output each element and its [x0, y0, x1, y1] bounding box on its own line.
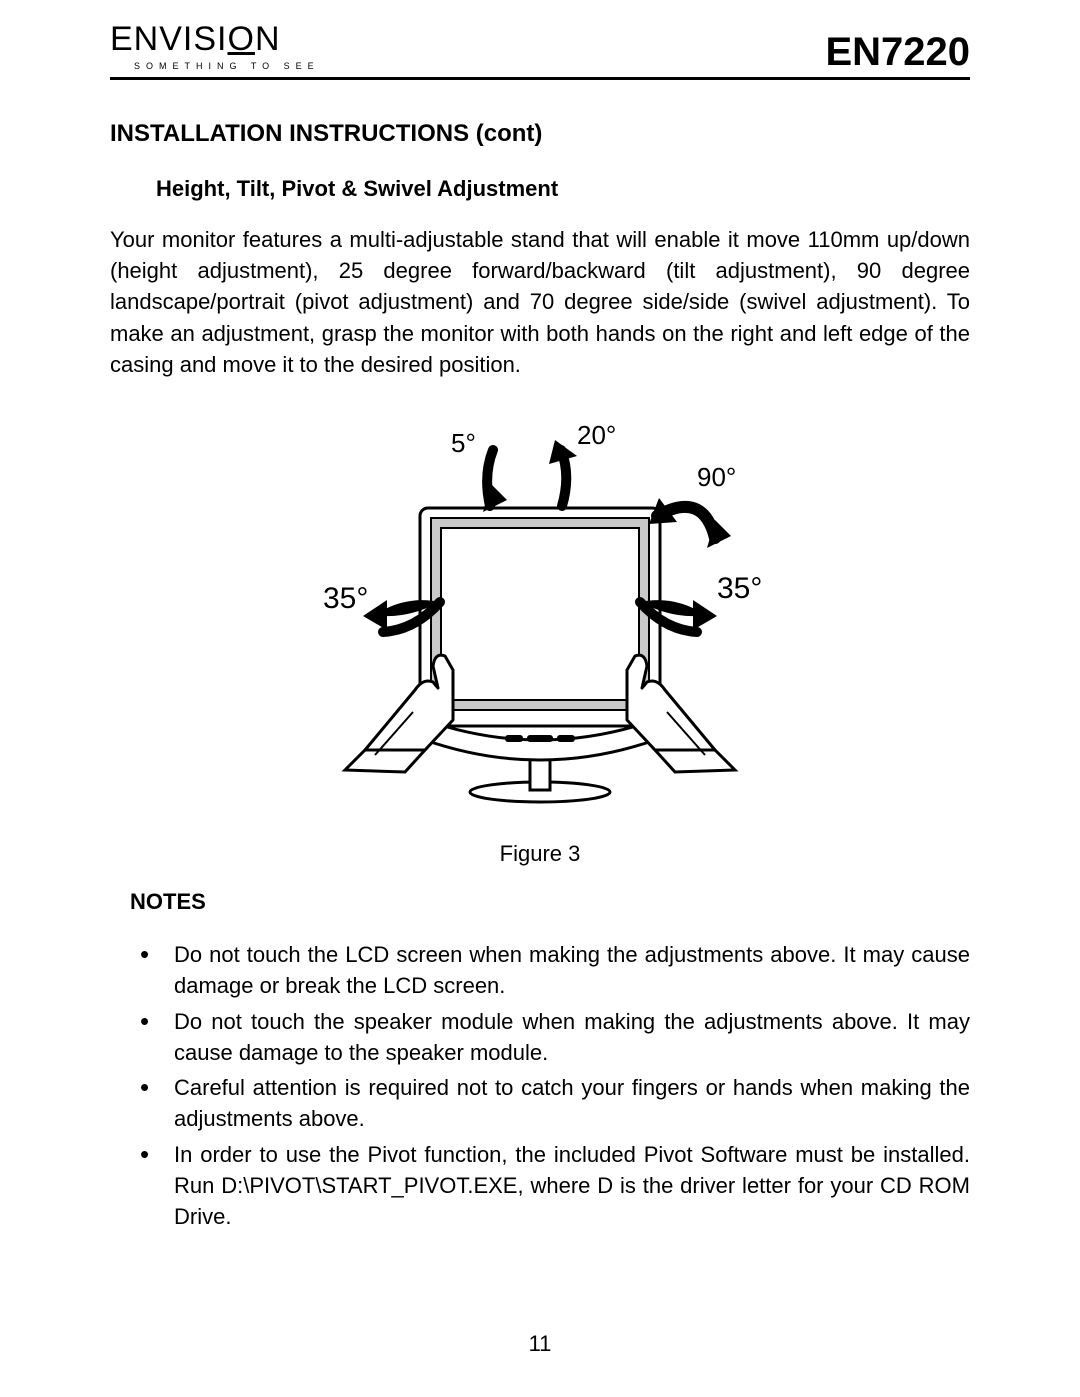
body-paragraph: Your monitor features a multi-adjustable…: [110, 224, 970, 380]
page-header: ENVISION SOMETHING TO SEE EN7220: [110, 20, 970, 80]
note-item: Do not touch the speaker module when mak…: [174, 1006, 970, 1068]
subsection-title: Height, Tilt, Pivot & Swivel Adjustment: [156, 176, 970, 202]
pivot-90-label: 90°: [697, 462, 736, 492]
note-item: Do not touch the LCD screen when making …: [174, 939, 970, 1001]
section-title: INSTALLATION INSTRUCTIONS (cont): [110, 120, 970, 148]
tilt-5-label: 5°: [451, 428, 476, 458]
note-item: Careful attention is required not to cat…: [174, 1072, 970, 1134]
figure-3: 5° 20° 90° 35° 35°: [110, 420, 970, 867]
note-item: In order to use the Pivot function, the …: [174, 1139, 970, 1233]
swivel-right-label: 35°: [717, 572, 762, 605]
brand-block: ENVISION SOMETHING TO SEE: [110, 20, 320, 75]
brand-tagline: SOMETHING TO SEE: [134, 61, 320, 71]
page-number: 11: [0, 1331, 1080, 1357]
figure-caption: Figure 3: [110, 841, 970, 867]
model-number: EN7220: [825, 30, 970, 75]
manual-page: ENVISION SOMETHING TO SEE EN7220 INSTALL…: [0, 0, 1080, 1397]
right-hand-icon: [627, 655, 735, 772]
swivel-left-label: 35°: [323, 582, 368, 615]
monitor-adjustment-diagram: 5° 20° 90° 35° 35°: [305, 420, 775, 820]
left-hand-icon: [345, 655, 453, 772]
notes-heading: NOTES: [130, 889, 970, 915]
brand-logo-text: ENVISION: [110, 20, 320, 59]
notes-list: Do not touch the LCD screen when making …: [110, 939, 970, 1232]
tilt-20-label: 20°: [577, 420, 616, 450]
